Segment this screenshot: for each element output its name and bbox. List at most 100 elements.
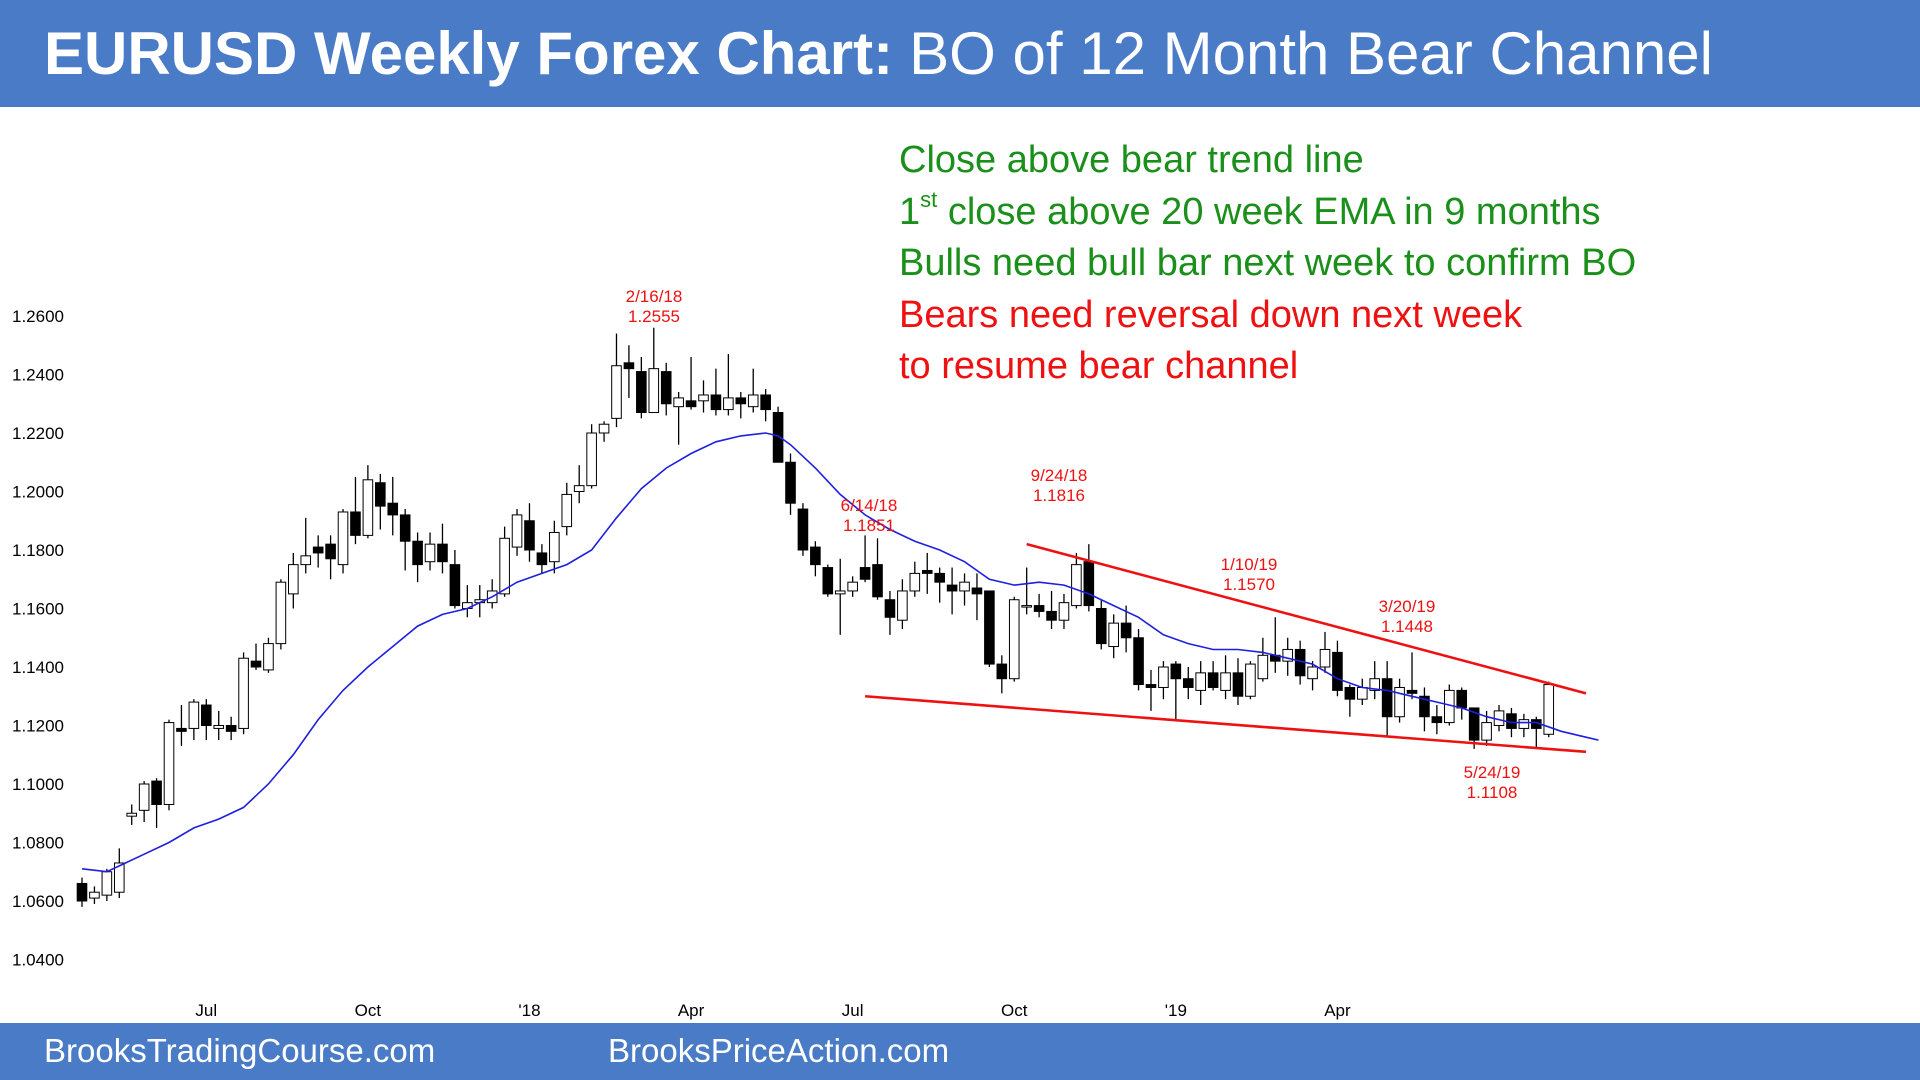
bear-candle-body bbox=[524, 520, 535, 551]
bear-candle-body bbox=[250, 660, 262, 668]
candle bbox=[1145, 669, 1157, 711]
y-tick-label: 1.2600 bbox=[12, 307, 64, 326]
bull-candle-body bbox=[126, 812, 138, 817]
y-tick-label: 1.2400 bbox=[12, 366, 64, 385]
candle bbox=[636, 356, 647, 419]
candle bbox=[76, 877, 88, 907]
candle bbox=[785, 453, 796, 515]
candle bbox=[350, 476, 361, 545]
candle bbox=[437, 523, 448, 574]
candle bbox=[1344, 684, 1356, 717]
candle bbox=[934, 567, 945, 603]
bear-candle-body bbox=[710, 394, 722, 411]
candle bbox=[1319, 631, 1331, 673]
y-tick-label: 1.2000 bbox=[12, 483, 64, 502]
candle bbox=[946, 567, 958, 615]
candle bbox=[1245, 661, 1256, 700]
bear-candle-body bbox=[636, 371, 647, 414]
bear-candle-body bbox=[399, 514, 411, 542]
bull-candle-body bbox=[723, 397, 734, 411]
bear-candle-body bbox=[225, 725, 237, 732]
candle bbox=[486, 579, 498, 609]
candle bbox=[1419, 687, 1430, 732]
bull-candle-body bbox=[362, 479, 374, 536]
x-tick-label: Oct bbox=[1001, 1001, 1028, 1020]
y-tick-label: 1.0800 bbox=[12, 834, 64, 853]
bear-candle-body bbox=[660, 371, 672, 405]
candle bbox=[1133, 628, 1144, 691]
bull-candle-body bbox=[959, 581, 970, 592]
x-axis: Jul Oct '18 Apr Jul Oct '19 Apr bbox=[195, 1001, 1351, 1020]
candle bbox=[176, 705, 187, 746]
candle bbox=[611, 333, 622, 428]
bear-candle-body bbox=[1207, 672, 1219, 688]
candle bbox=[511, 509, 523, 556]
note-line-5: to resume bear channel bbox=[899, 345, 1299, 387]
bear-candle-body bbox=[1381, 678, 1393, 718]
bull-candle-body bbox=[1220, 672, 1231, 691]
bull-candle-body bbox=[337, 511, 349, 566]
title-rest: BO of 12 Month Bear Channel bbox=[909, 20, 1713, 87]
bear-candle-body bbox=[1456, 689, 1468, 709]
candle bbox=[1033, 593, 1045, 618]
bear-candle-body bbox=[685, 400, 697, 408]
bull-candle-body bbox=[263, 643, 274, 671]
bear-candle-body bbox=[810, 546, 821, 566]
candle bbox=[1058, 593, 1070, 629]
bull-candle-body bbox=[138, 783, 150, 811]
candle bbox=[797, 503, 809, 556]
candle bbox=[312, 535, 324, 568]
bear-candle-body bbox=[735, 397, 747, 405]
y-tick-label: 1.1400 bbox=[12, 658, 64, 677]
footer-left-link[interactable]: BrooksTradingCourse.com bbox=[44, 1032, 436, 1069]
annotations: 2/16/181.25556/14/181.18519/24/181.18161… bbox=[626, 287, 1521, 802]
candle bbox=[1120, 605, 1132, 653]
bull-candle-body bbox=[89, 891, 100, 899]
bear-candle-body bbox=[934, 572, 945, 583]
bull-candle-body bbox=[611, 365, 622, 419]
bull-candle-body bbox=[561, 493, 573, 528]
x-tick-label: Jul bbox=[195, 1001, 217, 1020]
annotation-price: 1.1448 bbox=[1381, 617, 1433, 636]
candle bbox=[1518, 713, 1530, 738]
candle bbox=[188, 699, 200, 741]
candle bbox=[101, 868, 113, 901]
annotation-price: 1.1816 bbox=[1033, 486, 1085, 505]
bear-candle-body bbox=[1182, 678, 1194, 688]
candle bbox=[822, 564, 834, 597]
price-annotation: 1/10/191.1570 bbox=[1221, 555, 1278, 594]
candle bbox=[337, 509, 349, 574]
bear-candle-body bbox=[201, 704, 212, 727]
candle bbox=[959, 573, 970, 606]
footer-right-link[interactable]: BrooksPriceAction.com bbox=[608, 1032, 950, 1069]
candle bbox=[375, 473, 386, 530]
x-tick-label: '18 bbox=[518, 1001, 540, 1020]
candle bbox=[698, 380, 709, 413]
y-tick-label: 1.2200 bbox=[12, 424, 64, 443]
bull-candle-body bbox=[1394, 686, 1405, 718]
bull-candle-body bbox=[747, 394, 759, 408]
candle bbox=[1369, 661, 1381, 700]
candle bbox=[735, 392, 747, 419]
candle bbox=[971, 573, 983, 621]
candle bbox=[996, 655, 1008, 694]
candle bbox=[524, 503, 535, 562]
note-line-1: Close above bear trend line bbox=[899, 139, 1364, 181]
candle bbox=[201, 699, 212, 741]
x-tick-label: '19 bbox=[1165, 1001, 1187, 1020]
price-annotation: 3/20/191.1448 bbox=[1379, 597, 1436, 636]
bull-candle-body bbox=[1158, 666, 1169, 688]
candle bbox=[1158, 661, 1169, 700]
candle bbox=[897, 579, 908, 629]
candle bbox=[113, 848, 125, 899]
x-tick-label: Apr bbox=[1324, 1001, 1351, 1020]
bull-candle-body bbox=[673, 397, 684, 408]
y-tick-label: 1.0600 bbox=[12, 892, 64, 911]
candle bbox=[424, 532, 436, 571]
candle bbox=[1332, 640, 1343, 697]
bear-candle-body bbox=[76, 882, 88, 902]
candle bbox=[462, 585, 473, 618]
candle bbox=[225, 716, 237, 741]
annotation-date: 6/14/18 bbox=[841, 496, 898, 515]
bear-candle-body bbox=[412, 540, 423, 566]
